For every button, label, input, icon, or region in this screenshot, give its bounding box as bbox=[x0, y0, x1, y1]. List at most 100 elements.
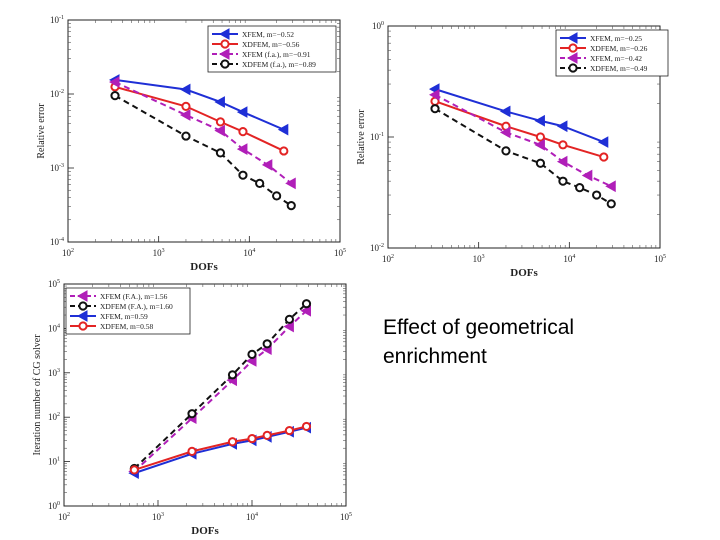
data-point-1 bbox=[108, 76, 120, 88]
series-line bbox=[114, 81, 292, 185]
data-point-5 bbox=[575, 183, 585, 193]
chart-svg-relative-error-1: 102 103 104 105 10-4 10-3 10-2 10-1 DOFs Relative… bbox=[36, 15, 346, 273]
data-point-5 bbox=[255, 178, 265, 188]
minor-ticks bbox=[64, 284, 346, 506]
data-point-7 bbox=[606, 199, 616, 209]
data-point-legend-4 bbox=[568, 63, 578, 73]
chart-relative-error-2: 102 103 104 105 10-2 10-1 100 DOFs Relative erro… bbox=[352, 18, 672, 280]
data-point-4 bbox=[558, 176, 568, 186]
y-tick-label: 102 bbox=[48, 412, 60, 422]
data-point-4 bbox=[236, 106, 248, 118]
data-point-5 bbox=[262, 339, 272, 349]
caption-line-2: enrichment bbox=[383, 345, 487, 368]
data-point-2 bbox=[179, 109, 191, 121]
series-4 bbox=[430, 104, 616, 209]
data-point-6 bbox=[283, 320, 294, 333]
legend-entry: XFEM, m=−0.25 bbox=[590, 34, 642, 43]
data-point-2 bbox=[181, 131, 191, 141]
x-tick-label: 105 bbox=[334, 248, 346, 258]
y-axis-label: Iteration number of CG solver bbox=[32, 334, 43, 456]
legend-entry: XDFEM, m=0.58 bbox=[100, 322, 153, 331]
series-1 bbox=[428, 83, 609, 148]
data-point-legend-2 bbox=[78, 301, 88, 311]
legend-entry: XDFEM, m=−0.56 bbox=[242, 40, 300, 49]
data-point-1 bbox=[129, 465, 139, 475]
data-point-2 bbox=[499, 105, 511, 118]
data-point-legend-4 bbox=[220, 59, 230, 69]
series-line bbox=[434, 93, 612, 188]
series-3 bbox=[108, 76, 296, 190]
data-point-5 bbox=[279, 146, 289, 156]
data-point-3 bbox=[215, 148, 226, 158]
minor-ticks bbox=[388, 26, 660, 248]
data-point-3 bbox=[534, 114, 545, 127]
x-tick-label: 102 bbox=[62, 248, 74, 258]
x-tick-label: 105 bbox=[654, 254, 666, 264]
x-axis-label: DOFs bbox=[191, 525, 219, 537]
data-point-1 bbox=[430, 104, 440, 114]
y-tick-label: 10-2 bbox=[50, 89, 64, 99]
data-point-2 bbox=[179, 83, 191, 96]
data-point-2 bbox=[501, 146, 511, 156]
data-point-6 bbox=[272, 191, 282, 201]
data-point-legend-1 bbox=[566, 32, 578, 44]
data-point-legend-3 bbox=[76, 310, 88, 322]
x-tick-label: 103 bbox=[153, 248, 165, 258]
y-tick-label: 10-1 bbox=[50, 15, 64, 25]
data-point-legend-2 bbox=[568, 43, 578, 53]
data-point-legend-1 bbox=[76, 290, 88, 302]
chart-relative-error-1: 102 103 104 105 10-4 10-3 10-2 10-1 DOFs Relative… bbox=[28, 12, 348, 274]
data-point-3 bbox=[535, 158, 546, 168]
y-tick-label: 105 bbox=[48, 279, 60, 289]
x-axis-label: DOFs bbox=[190, 261, 218, 273]
data-point-1 bbox=[428, 88, 440, 101]
data-point-legend-2 bbox=[220, 39, 230, 49]
data-point-2 bbox=[187, 446, 197, 456]
legend-entry: XFEM, m=−0.42 bbox=[590, 54, 642, 63]
data-point-3 bbox=[215, 117, 226, 127]
data-point-4 bbox=[247, 349, 257, 359]
data-point-3 bbox=[214, 96, 225, 108]
legend-entry: XFEM, m=−0.52 bbox=[242, 30, 294, 39]
series-4 bbox=[129, 421, 312, 475]
y-tick-label: 103 bbox=[48, 368, 60, 378]
data-point-5 bbox=[581, 169, 593, 182]
y-tick-label: 10-2 bbox=[370, 243, 384, 253]
data-point-3 bbox=[227, 437, 238, 447]
y-tick-label: 100 bbox=[372, 21, 384, 31]
y-tick-label: 104 bbox=[48, 323, 60, 333]
legend-entry: XFEM (F.A.), m=1.56 bbox=[100, 292, 168, 301]
data-point-6 bbox=[284, 425, 295, 436]
y-tick-label: 10-3 bbox=[50, 163, 64, 173]
data-point-2 bbox=[181, 101, 191, 111]
legend-entry: XFEM (f.a.), m=−0.91 bbox=[242, 50, 311, 59]
x-tick-label: 104 bbox=[246, 512, 258, 522]
x-tick-label: 104 bbox=[243, 248, 255, 258]
chart-svg-relative-error-2: 102 103 104 105 10-2 10-1 100 DOFs Relative erro… bbox=[356, 21, 669, 279]
y-tick-label: 100 bbox=[48, 501, 60, 511]
legend-entry: XDFEM (F.A.), m=1.60 bbox=[100, 302, 173, 311]
minor-ticks bbox=[68, 20, 340, 242]
y-axis-label: Relative error bbox=[36, 103, 47, 159]
series-2 bbox=[110, 82, 289, 156]
data-point-2 bbox=[499, 126, 511, 139]
data-point-5 bbox=[277, 123, 289, 136]
data-point-5 bbox=[261, 159, 273, 171]
x-tick-label: 104 bbox=[563, 254, 575, 264]
data-point-3 bbox=[227, 370, 238, 380]
x-tick-label: 103 bbox=[473, 254, 485, 264]
data-point-legend-4 bbox=[78, 321, 88, 331]
chart-svg-cg-iterations: 102 103 104 105 100 101 102 103 104 105 DOFs Iterat… bbox=[32, 279, 352, 537]
data-point-5 bbox=[262, 430, 272, 440]
data-point-legend-1 bbox=[218, 28, 230, 40]
data-point-4 bbox=[238, 170, 248, 180]
y-tick-label: 10-1 bbox=[370, 132, 384, 142]
data-point-3 bbox=[534, 138, 545, 151]
x-tick-label: 103 bbox=[152, 512, 164, 522]
legend-entry: XDFEM, m=−0.49 bbox=[590, 64, 648, 73]
data-point-7 bbox=[301, 421, 312, 432]
legend-entry: XFEM, m=0.59 bbox=[100, 312, 148, 321]
data-point-5 bbox=[599, 152, 609, 162]
